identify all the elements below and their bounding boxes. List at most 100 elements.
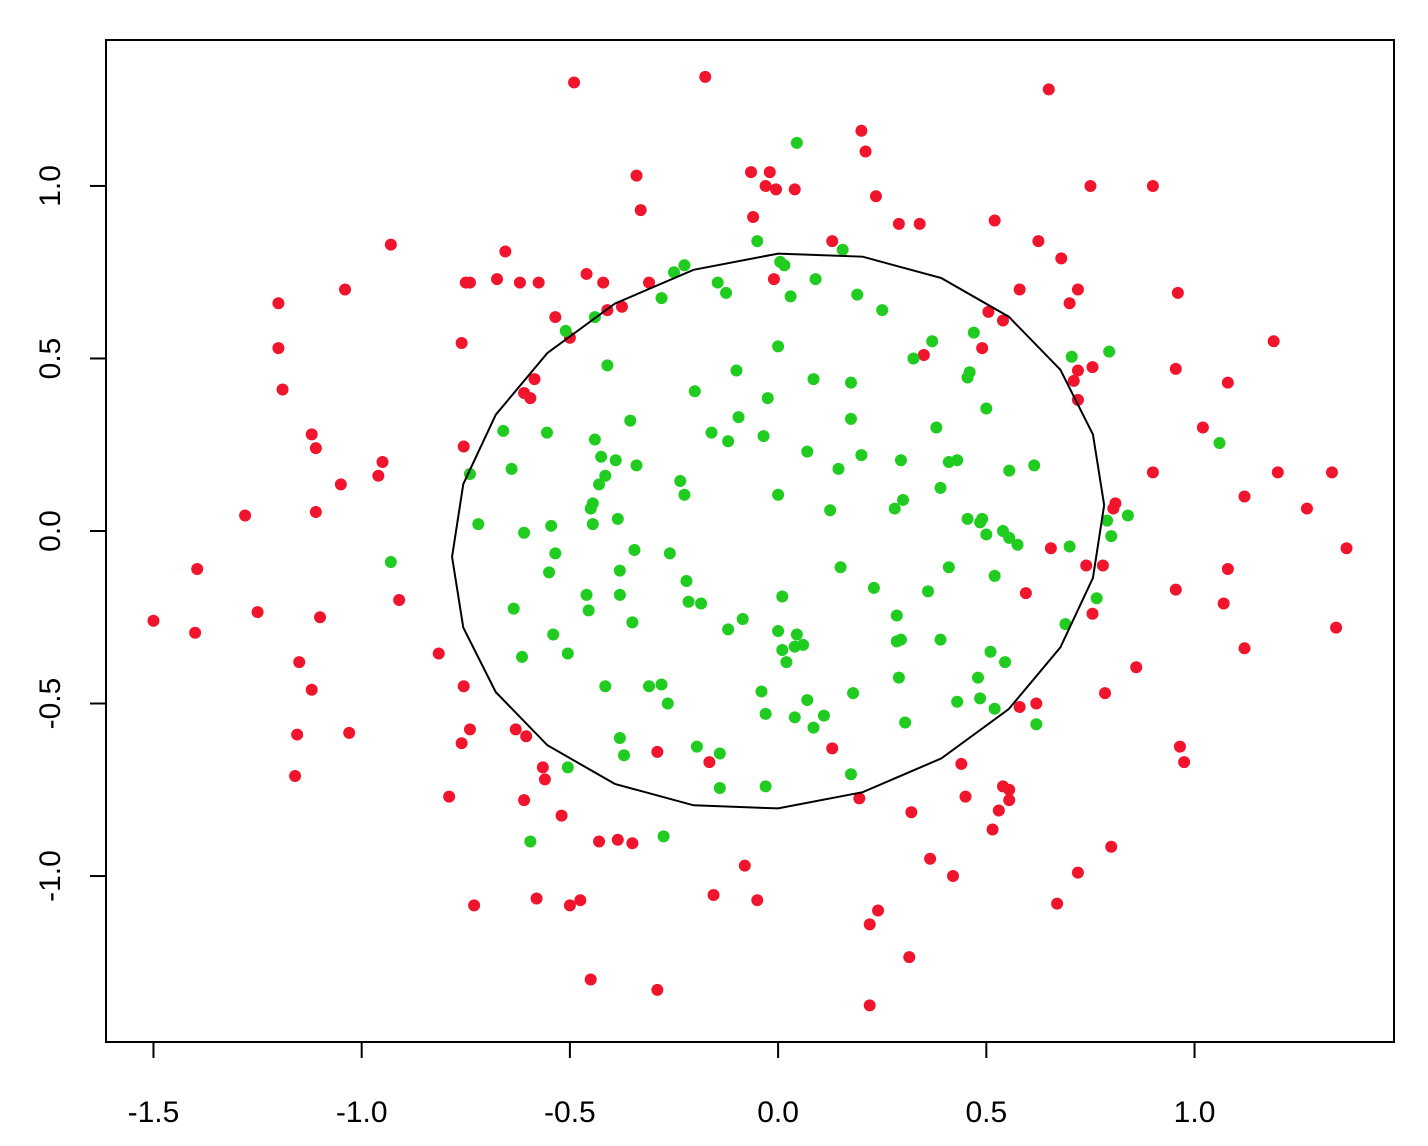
point	[851, 288, 864, 301]
point	[595, 450, 608, 463]
point	[1028, 459, 1041, 472]
point	[563, 899, 576, 912]
point	[767, 273, 780, 286]
point	[757, 430, 770, 443]
point	[678, 488, 691, 501]
point	[1238, 490, 1251, 503]
point	[917, 349, 930, 362]
point	[384, 238, 397, 251]
x-tick-label: -1.5	[128, 1096, 180, 1129]
point	[711, 276, 724, 289]
point	[547, 628, 560, 641]
point	[982, 305, 995, 318]
point	[524, 392, 537, 405]
point	[1042, 83, 1055, 96]
point	[615, 300, 628, 313]
point	[974, 516, 987, 529]
point	[759, 179, 772, 192]
point	[339, 283, 352, 296]
point	[507, 602, 520, 615]
point	[1071, 283, 1084, 296]
point	[844, 412, 857, 425]
point	[509, 723, 522, 736]
point	[807, 373, 820, 386]
point	[630, 169, 643, 182]
point	[651, 983, 664, 996]
point	[1300, 502, 1313, 515]
point	[1121, 509, 1134, 522]
point	[1105, 840, 1118, 853]
point	[293, 656, 306, 669]
point	[1105, 530, 1118, 543]
point	[996, 314, 1009, 327]
decision-boundary	[451, 252, 1106, 810]
point	[630, 459, 643, 472]
point	[732, 411, 745, 424]
point	[869, 190, 882, 203]
point	[1067, 374, 1080, 387]
point	[720, 286, 733, 299]
point	[788, 711, 801, 724]
point	[942, 561, 955, 574]
point	[892, 671, 905, 684]
point	[393, 594, 406, 607]
point	[305, 683, 318, 696]
point	[682, 595, 695, 608]
point	[988, 214, 1001, 227]
point	[863, 918, 876, 931]
point	[643, 276, 656, 289]
point	[668, 266, 681, 279]
point	[1063, 540, 1076, 553]
point	[722, 623, 735, 636]
point	[584, 502, 597, 515]
point	[1221, 376, 1234, 389]
point	[518, 794, 531, 807]
point	[1271, 466, 1284, 479]
point	[305, 428, 318, 441]
point	[888, 502, 901, 515]
point	[751, 894, 764, 907]
point	[899, 716, 912, 729]
point	[1330, 621, 1343, 634]
point	[613, 564, 626, 577]
point	[761, 392, 774, 405]
point	[272, 342, 285, 355]
point	[855, 124, 868, 137]
point	[1169, 583, 1182, 596]
point	[289, 769, 302, 782]
point	[930, 421, 943, 434]
point	[545, 519, 558, 532]
point	[655, 292, 668, 305]
point	[491, 273, 504, 286]
point	[992, 804, 1005, 817]
point	[738, 859, 751, 872]
point	[530, 892, 543, 905]
point	[538, 773, 551, 786]
point	[809, 273, 822, 286]
point	[1055, 252, 1068, 265]
point	[788, 183, 801, 196]
point	[624, 414, 637, 427]
point	[1086, 607, 1099, 620]
point	[859, 145, 872, 158]
point	[922, 585, 935, 598]
point	[1011, 538, 1024, 551]
point	[524, 835, 537, 848]
point	[894, 454, 907, 467]
point	[1130, 661, 1143, 674]
point	[832, 462, 845, 475]
point	[1099, 687, 1112, 700]
point	[549, 547, 562, 560]
point	[580, 267, 593, 280]
point	[961, 512, 974, 525]
point	[988, 569, 1001, 582]
point	[890, 635, 903, 648]
point	[961, 371, 974, 384]
point	[745, 166, 758, 179]
point	[543, 566, 556, 579]
point	[722, 435, 735, 448]
point	[770, 183, 783, 196]
point	[707, 889, 720, 902]
point	[1086, 361, 1099, 374]
